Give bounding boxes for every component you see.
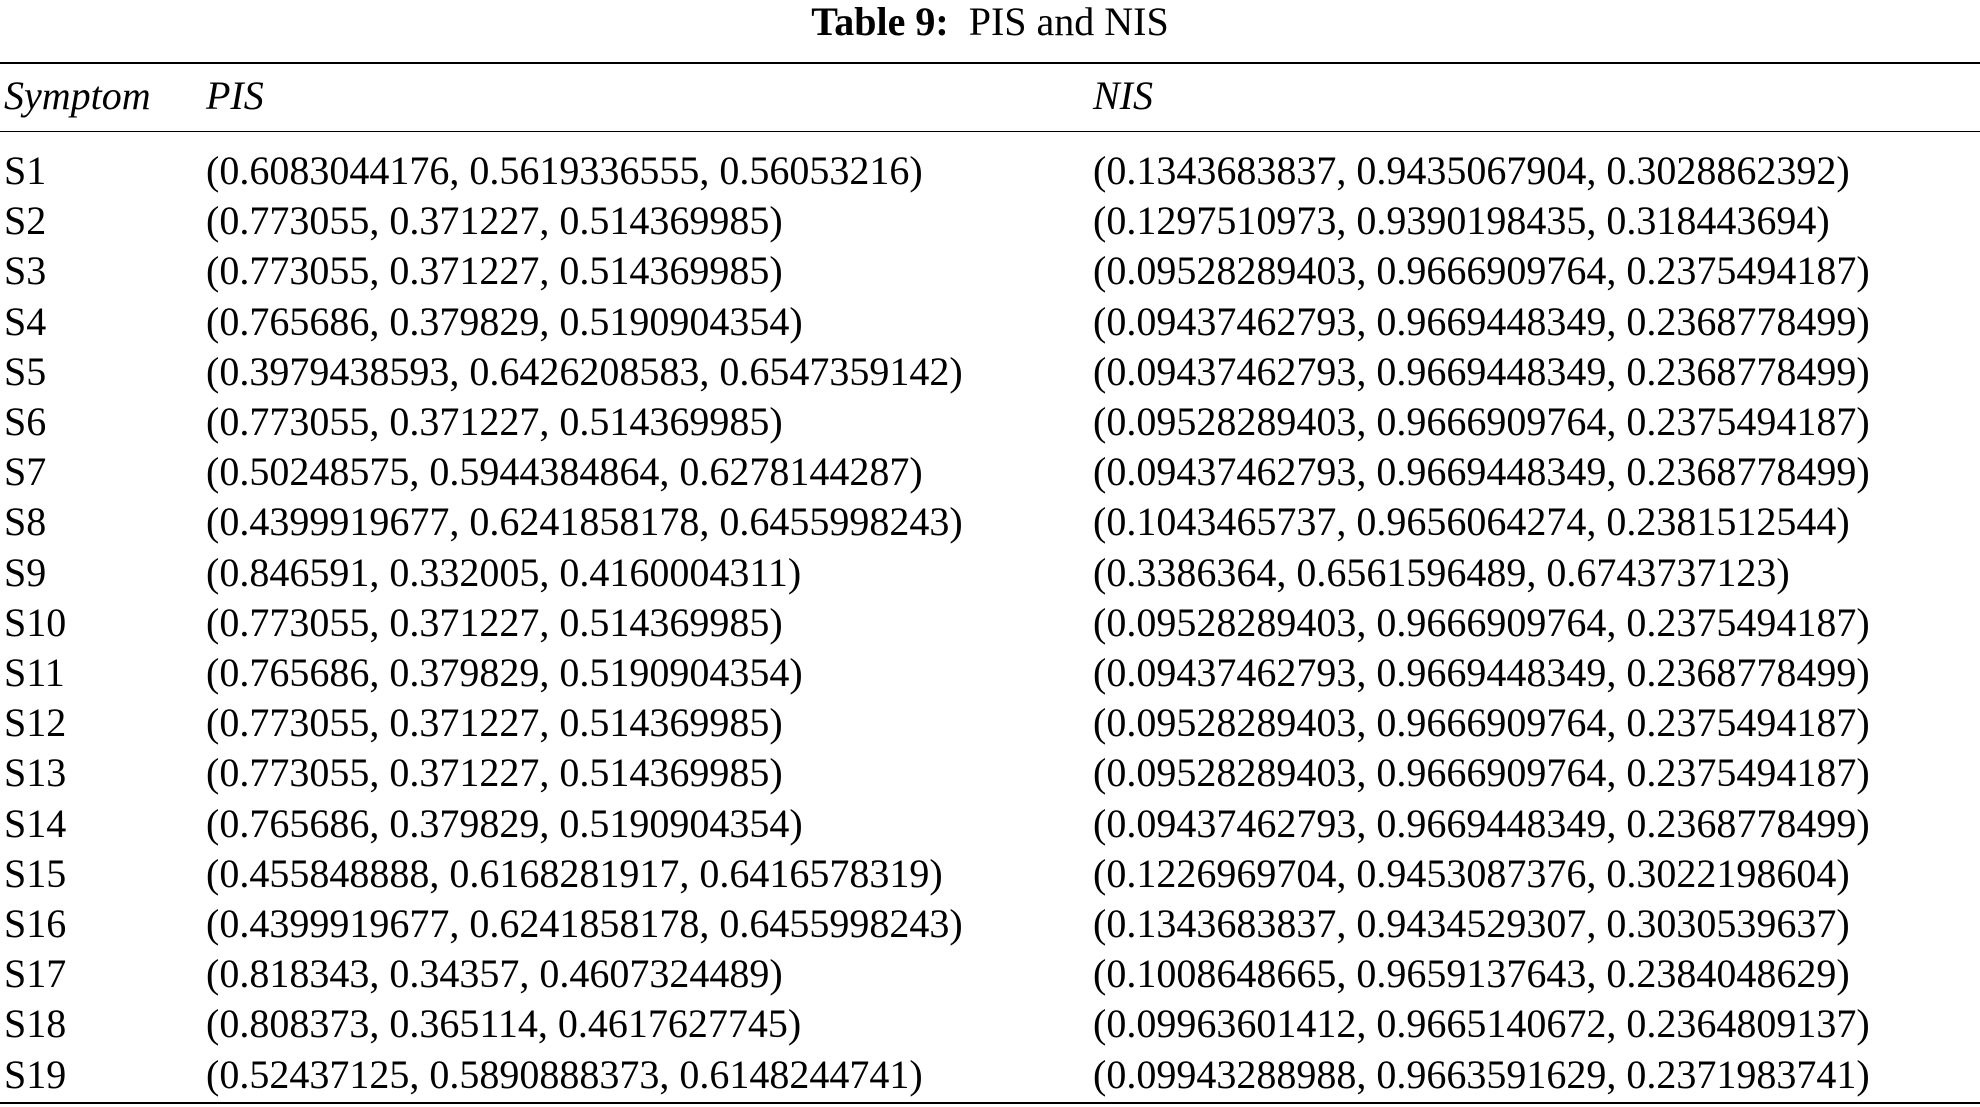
nis-cell: (0.1226969704, 0.9453087376, 0.302219860…: [1093, 850, 1850, 896]
table-caption: Table 9: PIS and NIS: [0, 0, 1980, 44]
symptom-cell: S1: [4, 148, 47, 193]
bottom-rule: [0, 1102, 1980, 1104]
table-row: S11 (0.765686, 0.379829, 0.5190904354) (0.…: [0, 648, 1980, 698]
table-caption-label: Table 9:: [811, 0, 949, 44]
pis-cell: (0.846591, 0.332005, 0.4160004311): [206, 549, 802, 595]
table-row: S17 (0.818343, 0.34357, 0.4607324489) (0.1…: [0, 949, 1980, 999]
pis-cell: (0.52437125, 0.5890888373, 0.6148244741): [206, 1051, 923, 1097]
nis-cell: (0.09437462793, 0.9669448349, 0.23687784…: [1093, 800, 1870, 846]
nis-cell: (0.09437462793, 0.9669448349, 0.23687784…: [1093, 449, 1870, 495]
table-row: S7 (0.50248575, 0.5944384864, 0.627814428…: [0, 447, 1980, 497]
nis-cell: (0.1043465737, 0.9656064274, 0.238151254…: [1093, 499, 1850, 545]
pis-cell: (0.773055, 0.371227, 0.514369985): [206, 198, 783, 244]
symptom-cell: S19: [4, 1051, 67, 1097]
nis-cell: (0.1343683837, 0.9434529307, 0.303053963…: [1093, 901, 1850, 946]
symptom-cell: S16: [4, 901, 67, 946]
pis-cell: (0.3979438593, 0.6426208583, 0.654735914…: [206, 348, 963, 394]
table-row: S10 (0.773055, 0.371227, 0.514369985) (0.0…: [0, 598, 1980, 648]
table-row: S16 (0.4399919677, 0.6241858178, 0.645599…: [0, 899, 1980, 949]
table-row: S14 (0.765686, 0.379829, 0.5190904354) (0.…: [0, 799, 1980, 849]
nis-cell: (0.09437462793, 0.9669448349, 0.23687784…: [1093, 348, 1870, 394]
table-row: S5 (0.3979438593, 0.6426208583, 0.6547359…: [0, 347, 1980, 397]
pis-cell: (0.4399919677, 0.6241858178, 0.645599824…: [206, 901, 963, 946]
nis-cell: (0.09943288988, 0.9663591629, 0.23719837…: [1093, 1051, 1870, 1097]
pis-cell: (0.773055, 0.371227, 0.514369985): [206, 700, 783, 746]
header-nis: NIS: [1093, 73, 1153, 118]
table-row: S19 (0.52437125, 0.5890888373, 0.61482447…: [0, 1050, 1980, 1100]
symptom-cell: S13: [4, 750, 67, 796]
nis-cell: (0.09528289403, 0.9666909764, 0.23754941…: [1093, 700, 1870, 746]
symptom-cell: S11: [4, 650, 65, 695]
nis-cell: (0.1008648665, 0.9659137643, 0.238404862…: [1093, 951, 1850, 997]
pis-cell: (0.50248575, 0.5944384864, 0.6278144287): [206, 449, 923, 495]
pis-cell: (0.455848888, 0.6168281917, 0.6416578319…: [206, 850, 943, 896]
symptom-cell: S9: [4, 549, 47, 595]
symptom-cell: S8: [4, 499, 47, 545]
symptom-cell: S5: [4, 348, 47, 394]
pis-cell: (0.773055, 0.371227, 0.514369985): [206, 750, 783, 796]
nis-cell: (0.1343683837, 0.9435067904, 0.302886239…: [1093, 148, 1850, 193]
pis-cell: (0.818343, 0.34357, 0.4607324489): [206, 951, 783, 997]
nis-cell: (0.09437462793, 0.9669448349, 0.23687784…: [1093, 650, 1870, 695]
symptom-cell: S17: [4, 951, 67, 997]
pis-cell: (0.6083044176, 0.5619336555, 0.56053216): [206, 148, 923, 193]
table-caption-text: PIS and NIS: [968, 0, 1169, 44]
symptom-cell: S10: [4, 599, 67, 645]
symptom-cell: S14: [4, 800, 67, 846]
table-row: S9 (0.846591, 0.332005, 0.4160004311) (0.3…: [0, 548, 1980, 598]
symptom-cell: S3: [4, 248, 47, 294]
nis-cell: (0.09528289403, 0.9666909764, 0.23754941…: [1093, 599, 1870, 645]
table-row: S3 (0.773055, 0.371227, 0.514369985) (0.09…: [0, 246, 1980, 296]
table-row: S1 (0.6083044176, 0.5619336555, 0.5605321…: [0, 146, 1980, 196]
symptom-cell: S6: [4, 399, 47, 444]
symptom-cell: S2: [4, 198, 47, 244]
nis-cell: (0.09528289403, 0.9666909764, 0.23754941…: [1093, 750, 1870, 796]
table-row: S2 (0.773055, 0.371227, 0.514369985) (0.12…: [0, 196, 1980, 246]
pis-cell: (0.808373, 0.365114, 0.4617627745): [206, 1001, 802, 1047]
table-row: S18 (0.808373, 0.365114, 0.4617627745) (0.…: [0, 999, 1980, 1049]
table-row: S4 (0.765686, 0.379829, 0.5190904354) (0.0…: [0, 297, 1980, 347]
top-rule: [0, 62, 1980, 64]
table-row: S12 (0.773055, 0.371227, 0.514369985) (0.0…: [0, 698, 1980, 748]
table-row: S13 (0.773055, 0.371227, 0.514369985) (0.0…: [0, 748, 1980, 798]
pis-cell: (0.765686, 0.379829, 0.5190904354): [206, 650, 803, 695]
header-symptom: Symptom: [4, 73, 151, 118]
pis-cell: (0.773055, 0.371227, 0.514369985): [206, 599, 783, 645]
header-pis: PIS: [206, 73, 264, 118]
pis-cell: (0.4399919677, 0.6241858178, 0.645599824…: [206, 499, 963, 545]
symptom-cell: S7: [4, 449, 47, 495]
nis-cell: (0.09963601412, 0.9665140672, 0.23648091…: [1093, 1001, 1870, 1047]
table-row: S8 (0.4399919677, 0.6241858178, 0.6455998…: [0, 497, 1980, 547]
header-rule: [0, 131, 1980, 132]
symptom-cell: S18: [4, 1001, 67, 1047]
nis-cell: (0.09437462793, 0.9669448349, 0.23687784…: [1093, 298, 1870, 344]
pis-cell: (0.773055, 0.371227, 0.514369985): [206, 399, 783, 444]
symptom-cell: S4: [4, 298, 47, 344]
nis-cell: (0.09528289403, 0.9666909764, 0.23754941…: [1093, 399, 1870, 444]
pis-cell: (0.765686, 0.379829, 0.5190904354): [206, 800, 803, 846]
nis-cell: (0.1297510973, 0.9390198435, 0.318443694…: [1093, 198, 1830, 244]
pis-cell: (0.765686, 0.379829, 0.5190904354): [206, 298, 803, 344]
pis-cell: (0.773055, 0.371227, 0.514369985): [206, 248, 783, 294]
nis-cell: (0.09528289403, 0.9666909764, 0.23754941…: [1093, 248, 1870, 294]
table-row: S6 (0.773055, 0.371227, 0.514369985) (0.09…: [0, 397, 1980, 447]
symptom-cell: S15: [4, 850, 67, 896]
symptom-cell: S12: [4, 700, 67, 746]
table-row: S15 (0.455848888, 0.6168281917, 0.6416578…: [0, 849, 1980, 899]
nis-cell: (0.3386364, 0.6561596489, 0.6743737123): [1093, 549, 1790, 595]
